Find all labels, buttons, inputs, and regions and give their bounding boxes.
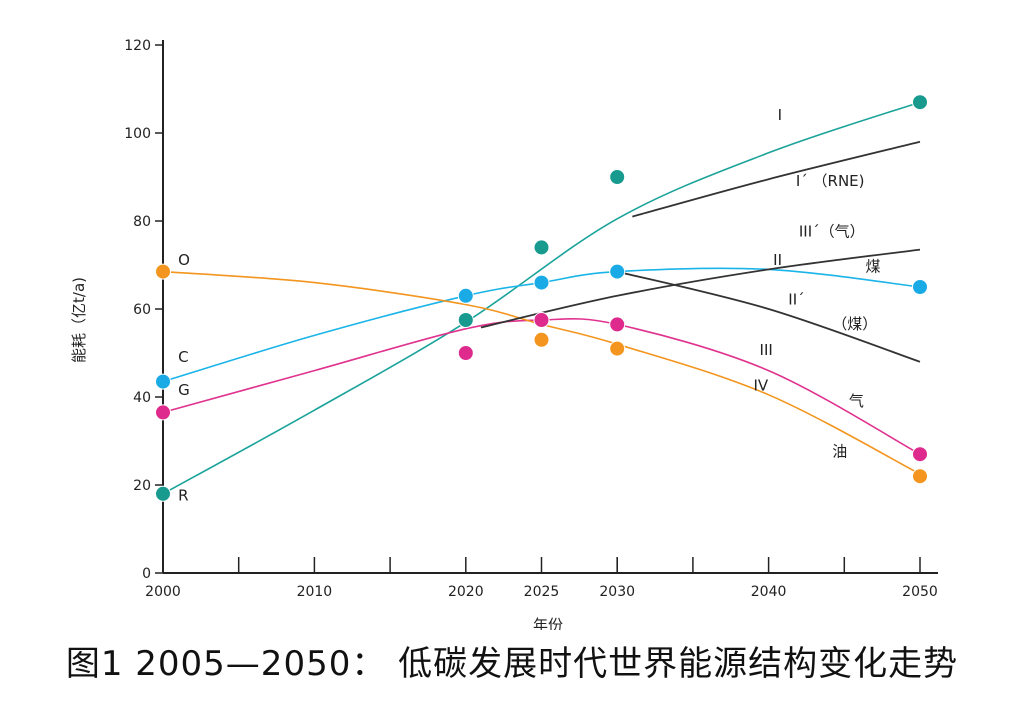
curve-annotation: R: [178, 486, 188, 504]
curve-annotation: III´（气）: [799, 222, 865, 240]
chart-markers: [155, 94, 928, 502]
curve-annotation: IV: [753, 376, 768, 394]
x-tick-label: 2000: [145, 584, 181, 600]
series-trend-6-line: [616, 270, 921, 363]
series-trend-5-line: [480, 248, 921, 329]
y-tick-label: 80: [133, 214, 151, 230]
chart-labels: O CG R I I´ （RNE) III´（气） II 煤 II´ （煤） III IV 气油: [178, 106, 880, 505]
series-o-point: [533, 331, 550, 348]
series-c-point: [912, 279, 928, 295]
series-g-point: [533, 312, 550, 328]
series-r-point: [155, 485, 171, 502]
y-axis-label: 能耗（亿t/a): [70, 277, 88, 363]
y-tick-label: 120: [124, 38, 151, 54]
chart-curves: [162, 101, 921, 495]
x-tick-label: 2030: [599, 584, 635, 600]
curve-annotation: （煤）: [832, 315, 877, 333]
series-o-point: [155, 263, 171, 280]
y-tick-label: 40: [133, 390, 151, 406]
curve-annotation: C: [178, 348, 188, 366]
curve-annotation: 气: [849, 392, 864, 410]
series-c-point: [155, 373, 171, 390]
curve-annotation: I: [778, 106, 782, 124]
series-g-point: [912, 446, 928, 463]
series-g-point: [609, 316, 626, 333]
x-axis-label: 年份: [533, 616, 563, 630]
series-r-point: [457, 312, 474, 328]
series-r-line: [162, 101, 921, 495]
x-tick-label: 2040: [751, 584, 787, 600]
curve-annotation: II: [773, 251, 782, 269]
series-r-point: [912, 94, 928, 111]
series-g-point: [457, 345, 474, 361]
curve-annotation: III: [760, 341, 773, 359]
curve-annotation: 煤: [865, 258, 880, 276]
series-r-point: [609, 169, 626, 185]
curve-annotation: O: [178, 251, 190, 269]
series-o-point: [609, 340, 626, 357]
y-tick-label: 100: [124, 126, 151, 142]
curve-annotation: II´: [788, 291, 804, 309]
curve-annotation: I´ （RNE): [796, 172, 865, 190]
figure-caption: 图1 2005—2050： 低碳发展时代世界能源结构变化走势: [65, 644, 959, 684]
series-o-point: [912, 468, 928, 485]
x-tick-label: 2020: [448, 584, 484, 600]
series-g-point: [155, 404, 171, 421]
y-tick-label: 0: [142, 566, 151, 582]
series-c-point: [609, 263, 626, 280]
curve-annotation: G: [178, 381, 190, 399]
series-c-point: [457, 287, 474, 304]
x-tick-label: 2010: [297, 584, 333, 600]
y-tick-label: 60: [133, 302, 151, 318]
series-r-point: [533, 239, 550, 256]
x-tick-label: 2025: [524, 584, 560, 600]
series-trend-4-line: [632, 140, 921, 218]
series-c-point: [533, 274, 550, 291]
series-o-line: [162, 270, 921, 475]
curve-annotation: 油: [832, 442, 847, 460]
x-tick-label: 2050: [902, 584, 938, 600]
y-tick-label: 20: [133, 478, 151, 494]
